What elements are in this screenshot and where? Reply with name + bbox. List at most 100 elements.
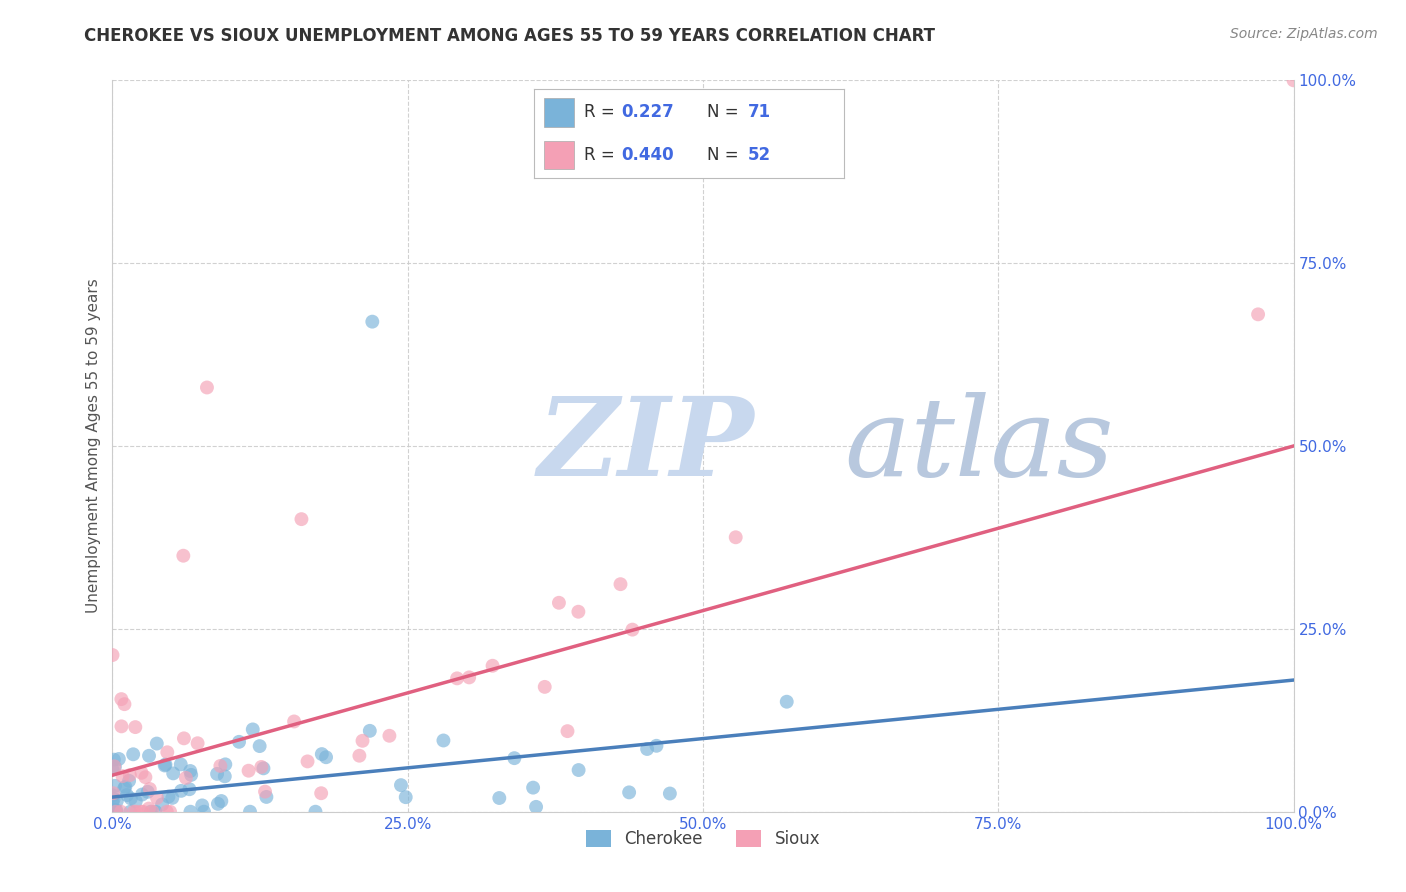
Point: [103, 792, 125, 806]
Point: [146, 737, 169, 751]
Point: [239, 805, 262, 819]
Point: [108, 752, 131, 766]
Point: [361, 315, 384, 329]
Point: [179, 805, 201, 819]
Text: Source: ZipAtlas.com: Source: ZipAtlas.com: [1230, 27, 1378, 41]
Point: [214, 757, 236, 772]
Text: 0.227: 0.227: [621, 103, 673, 121]
Point: [395, 790, 418, 805]
Point: [173, 731, 195, 746]
Point: [315, 750, 337, 764]
Point: [101, 805, 124, 819]
Point: [209, 794, 232, 808]
Point: [458, 670, 481, 684]
Point: [309, 786, 332, 800]
Point: [446, 671, 468, 685]
Text: N =: N =: [707, 103, 744, 121]
Point: [557, 724, 579, 739]
Point: [141, 805, 163, 819]
Point: [101, 648, 124, 662]
Point: [156, 745, 179, 759]
Point: [290, 512, 312, 526]
Text: 0.440: 0.440: [621, 146, 673, 164]
Point: [122, 747, 145, 762]
Text: 71: 71: [748, 103, 770, 121]
Point: [103, 753, 125, 767]
Point: [238, 764, 260, 778]
Legend: Cherokee, Sioux: Cherokee, Sioux: [579, 823, 827, 855]
Point: [195, 380, 218, 394]
Text: 52: 52: [748, 146, 770, 164]
Point: [110, 805, 132, 819]
Point: [136, 785, 159, 799]
Point: [104, 805, 127, 819]
Point: [101, 789, 124, 803]
Point: [114, 780, 136, 794]
Point: [432, 733, 454, 747]
Point: [118, 768, 141, 782]
Point: [533, 680, 555, 694]
Point: [254, 784, 277, 798]
Point: [191, 798, 214, 813]
Point: [103, 786, 125, 800]
Point: [645, 739, 668, 753]
Point: [180, 768, 202, 782]
Point: [724, 530, 747, 544]
Point: [101, 805, 124, 819]
Point: [548, 596, 571, 610]
Point: [193, 805, 215, 819]
Point: [110, 692, 132, 706]
Point: [110, 719, 132, 733]
Point: [174, 771, 197, 785]
Point: [503, 751, 526, 765]
Point: [311, 747, 333, 761]
Point: [124, 720, 146, 734]
Point: [115, 788, 138, 802]
Point: [120, 805, 142, 819]
Point: [101, 803, 124, 817]
Point: [209, 759, 232, 773]
Point: [104, 779, 127, 793]
Bar: [544, 98, 575, 127]
Point: [114, 697, 136, 711]
Point: [179, 782, 201, 797]
Point: [112, 781, 135, 796]
Bar: [544, 141, 575, 169]
Point: [139, 782, 162, 797]
Point: [156, 805, 179, 819]
Point: [179, 764, 201, 778]
Point: [132, 805, 155, 819]
Point: [125, 794, 148, 808]
Point: [297, 755, 319, 769]
Point: [104, 805, 127, 819]
Point: [153, 758, 176, 772]
Point: [172, 549, 194, 563]
Point: [621, 623, 644, 637]
Point: [352, 733, 374, 747]
Point: [105, 794, 128, 808]
Point: [118, 773, 141, 788]
Point: [214, 769, 236, 783]
Point: [283, 714, 305, 729]
Point: [250, 760, 273, 774]
Point: [131, 765, 153, 780]
Point: [205, 767, 228, 781]
Point: [162, 790, 184, 805]
Point: [146, 790, 169, 805]
Point: [609, 577, 631, 591]
Point: [120, 791, 142, 805]
Point: [524, 800, 547, 814]
Point: [1247, 307, 1270, 321]
Point: [568, 763, 591, 777]
Point: [129, 805, 152, 819]
Point: [125, 805, 148, 819]
Point: [145, 805, 167, 819]
Point: [252, 761, 274, 775]
Point: [242, 723, 264, 737]
Point: [304, 805, 326, 819]
Point: [522, 780, 544, 795]
Text: atlas: atlas: [845, 392, 1115, 500]
Point: [378, 729, 401, 743]
Text: R =: R =: [583, 103, 620, 121]
Point: [254, 789, 277, 804]
